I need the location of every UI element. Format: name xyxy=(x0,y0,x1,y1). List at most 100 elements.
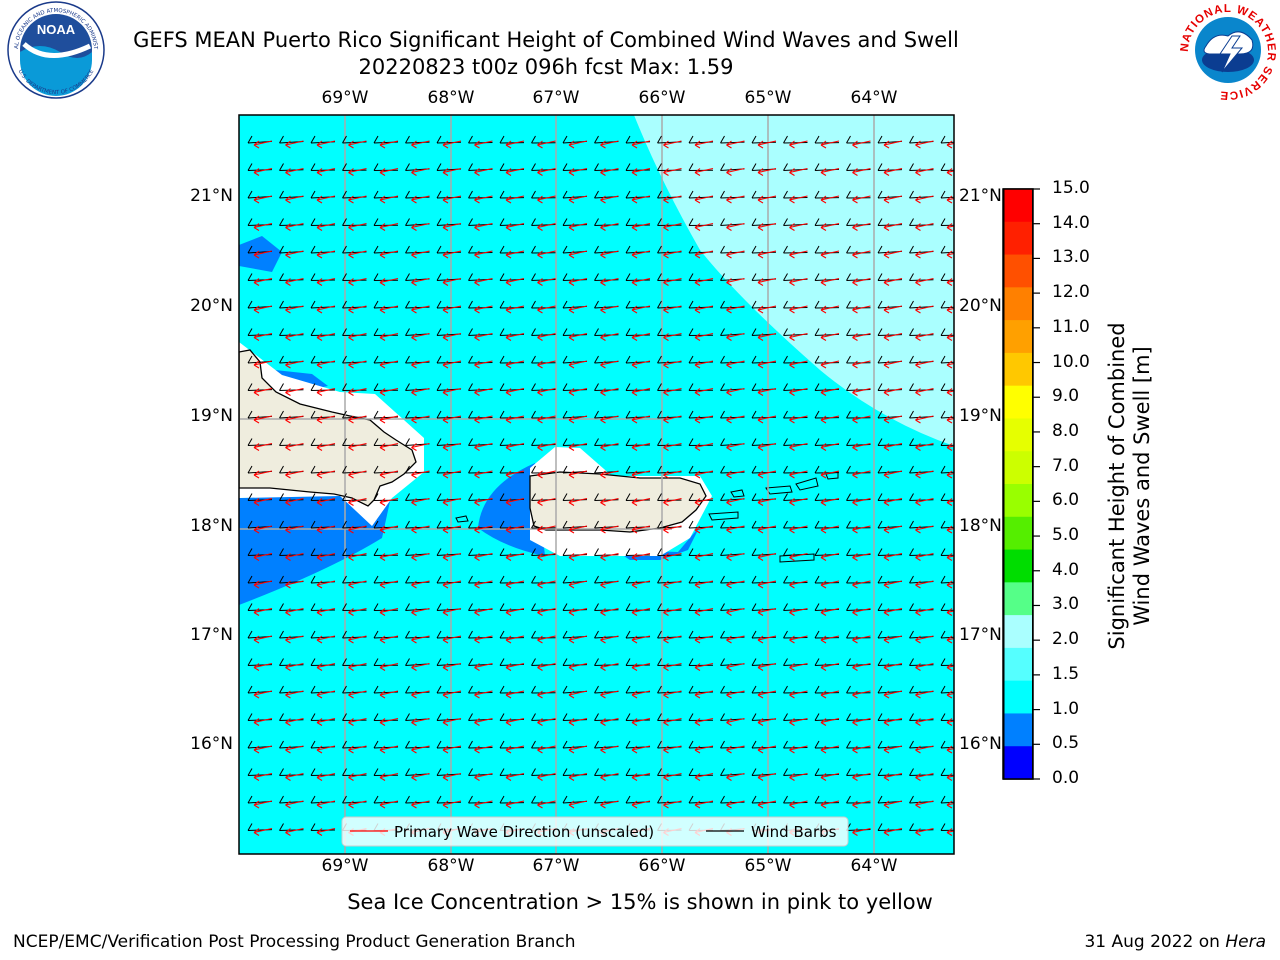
lat-label-right-20n: 20°N xyxy=(959,296,1002,316)
wave-direction-arrow xyxy=(442,277,462,286)
wave-direction-arrow xyxy=(316,442,336,451)
wind-barb xyxy=(688,548,714,556)
wave-direction-arrow xyxy=(316,580,336,589)
wind-barb xyxy=(940,465,954,474)
colorbar-cell xyxy=(1003,320,1033,354)
wind-barb xyxy=(940,603,954,611)
wave-direction-arrow xyxy=(663,772,682,781)
wind-barb xyxy=(814,465,840,474)
wave-direction-arrow xyxy=(726,470,745,479)
wave-direction-arrow xyxy=(348,662,367,671)
colorbar-tick-label: 10.0 xyxy=(1052,351,1090,372)
wave-direction-arrow xyxy=(852,222,871,231)
wind-barb xyxy=(310,713,336,721)
wind-barb xyxy=(310,548,336,556)
wind-barb xyxy=(940,300,954,309)
wave-direction-arrow xyxy=(442,442,462,451)
wave-direction-arrow xyxy=(379,167,399,176)
wave-direction-arrow xyxy=(789,607,808,616)
wind-barb xyxy=(846,190,871,199)
wave-direction-arrow xyxy=(883,195,903,204)
wave-direction-arrow xyxy=(285,195,304,204)
wave-direction-arrow xyxy=(411,415,430,424)
wind-barb xyxy=(310,768,336,776)
wave-direction-arrow xyxy=(348,717,367,726)
wave-direction-arrow xyxy=(915,827,934,836)
wave-direction-arrow xyxy=(474,250,493,259)
wind-barb xyxy=(783,520,808,529)
wave-direction-arrow xyxy=(568,222,588,231)
wave-direction-arrow xyxy=(631,552,651,561)
wave-direction-arrow xyxy=(568,717,588,726)
wave-direction-arrow xyxy=(253,277,273,286)
wave-direction-arrow xyxy=(537,140,556,149)
wave-direction-arrow xyxy=(568,690,588,699)
wind-barb xyxy=(940,795,954,804)
wave-direction-arrow xyxy=(285,332,304,341)
wave-direction-arrow xyxy=(411,690,430,699)
wind-barb xyxy=(499,355,525,364)
wave-direction-arrow xyxy=(915,690,934,699)
wave-direction-arrow xyxy=(537,360,556,369)
wave-direction-arrow xyxy=(442,745,462,754)
wave-direction-arrow xyxy=(757,470,777,479)
wave-direction-arrow xyxy=(820,690,840,699)
wave-direction-arrow xyxy=(568,360,588,369)
wave-direction-arrow xyxy=(442,332,462,341)
wind-barb xyxy=(468,465,493,474)
wind-barb xyxy=(940,493,954,501)
wave-direction-arrow xyxy=(757,360,777,369)
wave-direction-arrow xyxy=(915,635,934,644)
wind-barb xyxy=(310,273,336,281)
wave-direction-arrow xyxy=(316,470,336,479)
wave-direction-arrow xyxy=(474,140,493,149)
wind-barb xyxy=(688,768,714,776)
wind-barb xyxy=(688,603,714,611)
wind-barb xyxy=(940,768,954,776)
wave-direction-arrow xyxy=(631,580,651,589)
wave-direction-arrow xyxy=(883,360,903,369)
wind-barb xyxy=(625,438,651,446)
wind-barb xyxy=(531,630,556,639)
wave-direction-arrow xyxy=(631,332,651,341)
wave-direction-arrow xyxy=(253,140,273,149)
lat-label-left-20n: 20°N xyxy=(190,296,233,316)
wind-barb xyxy=(531,520,556,529)
wave-direction-arrow xyxy=(757,442,777,451)
wave-direction-arrow xyxy=(348,140,367,149)
wave-direction-arrow xyxy=(820,387,840,396)
wave-direction-arrow xyxy=(379,745,399,754)
wave-direction-arrow xyxy=(505,772,525,781)
colorbar-cell xyxy=(1003,287,1033,321)
wave-direction-arrow xyxy=(537,717,556,726)
footer-machine: Hera xyxy=(1225,932,1266,952)
wave-direction-arrow xyxy=(631,690,651,699)
wave-direction-arrow xyxy=(820,635,840,644)
wave-direction-arrow xyxy=(285,800,304,809)
wind-barb xyxy=(846,685,871,694)
wave-direction-arrow xyxy=(379,305,399,314)
wave-direction-arrow xyxy=(537,580,556,589)
wave-direction-arrow xyxy=(568,800,588,809)
wave-direction-arrow xyxy=(915,195,934,204)
wave-direction-arrow xyxy=(411,277,430,286)
wind-barb xyxy=(940,273,954,281)
wave-direction-arrow xyxy=(348,800,367,809)
lon-label-bottom-64w: 64°W xyxy=(850,856,898,876)
wave-direction-arrow xyxy=(694,552,714,561)
colorbar-cell xyxy=(1003,418,1033,452)
wave-direction-arrow xyxy=(631,277,651,286)
wave-direction-arrow xyxy=(474,717,493,726)
wave-direction-arrow xyxy=(474,607,493,616)
wave-direction-arrow xyxy=(883,140,903,149)
wave-direction-arrow xyxy=(726,360,745,369)
island-tortola xyxy=(795,477,819,491)
wave-direction-arrow xyxy=(820,497,840,506)
wave-direction-arrow xyxy=(442,662,462,671)
wind-barb xyxy=(783,465,808,474)
wave-direction-arrow xyxy=(568,497,588,506)
wave-direction-arrow xyxy=(946,305,954,314)
wave-direction-arrow xyxy=(348,497,367,506)
wind-barb xyxy=(373,383,399,391)
wind-barb xyxy=(531,245,556,254)
